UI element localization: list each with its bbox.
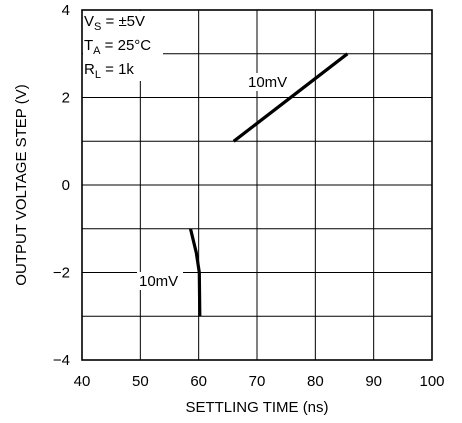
- series-lines: [188, 52, 349, 317]
- condition-supply-voltage: VS = ±5V: [84, 13, 145, 33]
- x-tick-label: 70: [249, 373, 266, 390]
- series-line-1: [232, 52, 349, 143]
- y-tick-labels: 4 2 0 −2 −4: [53, 2, 70, 369]
- series-label-2: 10mV: [139, 273, 178, 290]
- y-tick-label: 0: [62, 177, 70, 194]
- y-tick-label: 4: [62, 2, 70, 19]
- conditions-background: [83, 11, 163, 81]
- plot-frame: [81, 9, 433, 361]
- condition-ambient-temp: TA = 25°C: [84, 37, 151, 57]
- conditions-box: VS = ±5V TA = 25°C RL = 1k: [83, 11, 163, 81]
- series-line-2: [188, 228, 202, 317]
- x-axis-title: SETTLING TIME (ns): [185, 399, 328, 416]
- series-label-1: 10mV: [248, 74, 287, 91]
- series-labels: 10mV 10mV: [137, 73, 292, 290]
- condition-load-resistance: RL = 1k: [84, 61, 134, 81]
- y-axis-title: OUTPUT VOLTAGE STEP (V): [13, 84, 30, 285]
- x-tick-label: 60: [190, 373, 207, 390]
- x-tick-labels: 40 50 60 70 80 90 100: [74, 373, 445, 390]
- x-tick-label: 100: [419, 373, 444, 390]
- y-tick-label: 2: [62, 90, 70, 107]
- series-label-background: [246, 73, 292, 91]
- x-tick-label: 40: [74, 373, 91, 390]
- y-tick-label: −2: [53, 265, 70, 282]
- series-label-background: [137, 272, 183, 290]
- x-tick-label: 80: [307, 373, 324, 390]
- y-tick-label: −4: [53, 352, 70, 369]
- x-tick-label: 50: [132, 373, 149, 390]
- x-tick-label: 90: [365, 373, 382, 390]
